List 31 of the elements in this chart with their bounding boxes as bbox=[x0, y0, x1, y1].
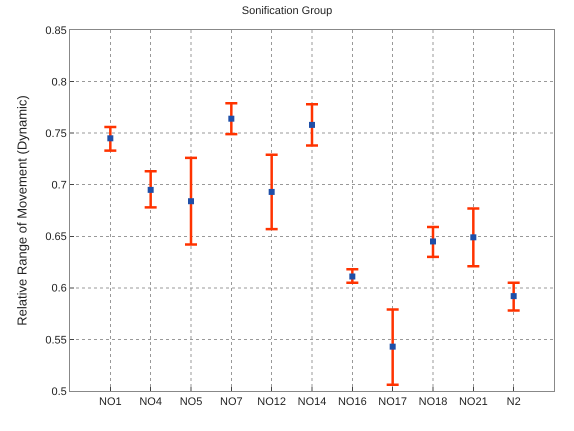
x-tick-label: NO1 bbox=[99, 396, 122, 408]
chart-title: Sonification Group bbox=[242, 5, 332, 18]
point bbox=[390, 344, 396, 350]
x-tick-label: NO12 bbox=[257, 396, 286, 408]
point bbox=[510, 293, 517, 300]
x-tick-label: NO5 bbox=[180, 396, 202, 408]
x-tick-label: NO7 bbox=[220, 396, 243, 408]
x-tick-label: NO14 bbox=[298, 396, 326, 408]
x-tick-label: NO17 bbox=[378, 396, 408, 408]
point bbox=[148, 186, 154, 193]
y-tick-label: 0.5 bbox=[52, 386, 67, 398]
y-tick-label: 0.6 bbox=[52, 282, 67, 295]
y-tick-label: 0.85 bbox=[45, 24, 67, 37]
y-tick-label: 0.8 bbox=[52, 76, 67, 88]
y-axis-title: Relative Range of Movement (Dynamic) bbox=[14, 95, 30, 326]
point bbox=[430, 238, 436, 244]
point bbox=[470, 234, 476, 240]
x-tick-label: NO16 bbox=[338, 396, 367, 408]
x-tick-label: NO4 bbox=[139, 396, 162, 408]
point bbox=[228, 116, 234, 122]
point bbox=[107, 135, 114, 142]
y-tick-label: 0.55 bbox=[45, 334, 67, 346]
point bbox=[188, 198, 194, 204]
y-tick-label: 0.7 bbox=[52, 180, 67, 192]
x-tick-label: NO21 bbox=[458, 396, 488, 408]
x-tick-label: N2 bbox=[506, 396, 521, 408]
x-tick-label: NO18 bbox=[418, 396, 448, 408]
y-tick-label: 0.65 bbox=[45, 231, 67, 244]
y-tick-label: 0.75 bbox=[45, 128, 67, 140]
point bbox=[268, 188, 275, 195]
point bbox=[309, 122, 315, 128]
